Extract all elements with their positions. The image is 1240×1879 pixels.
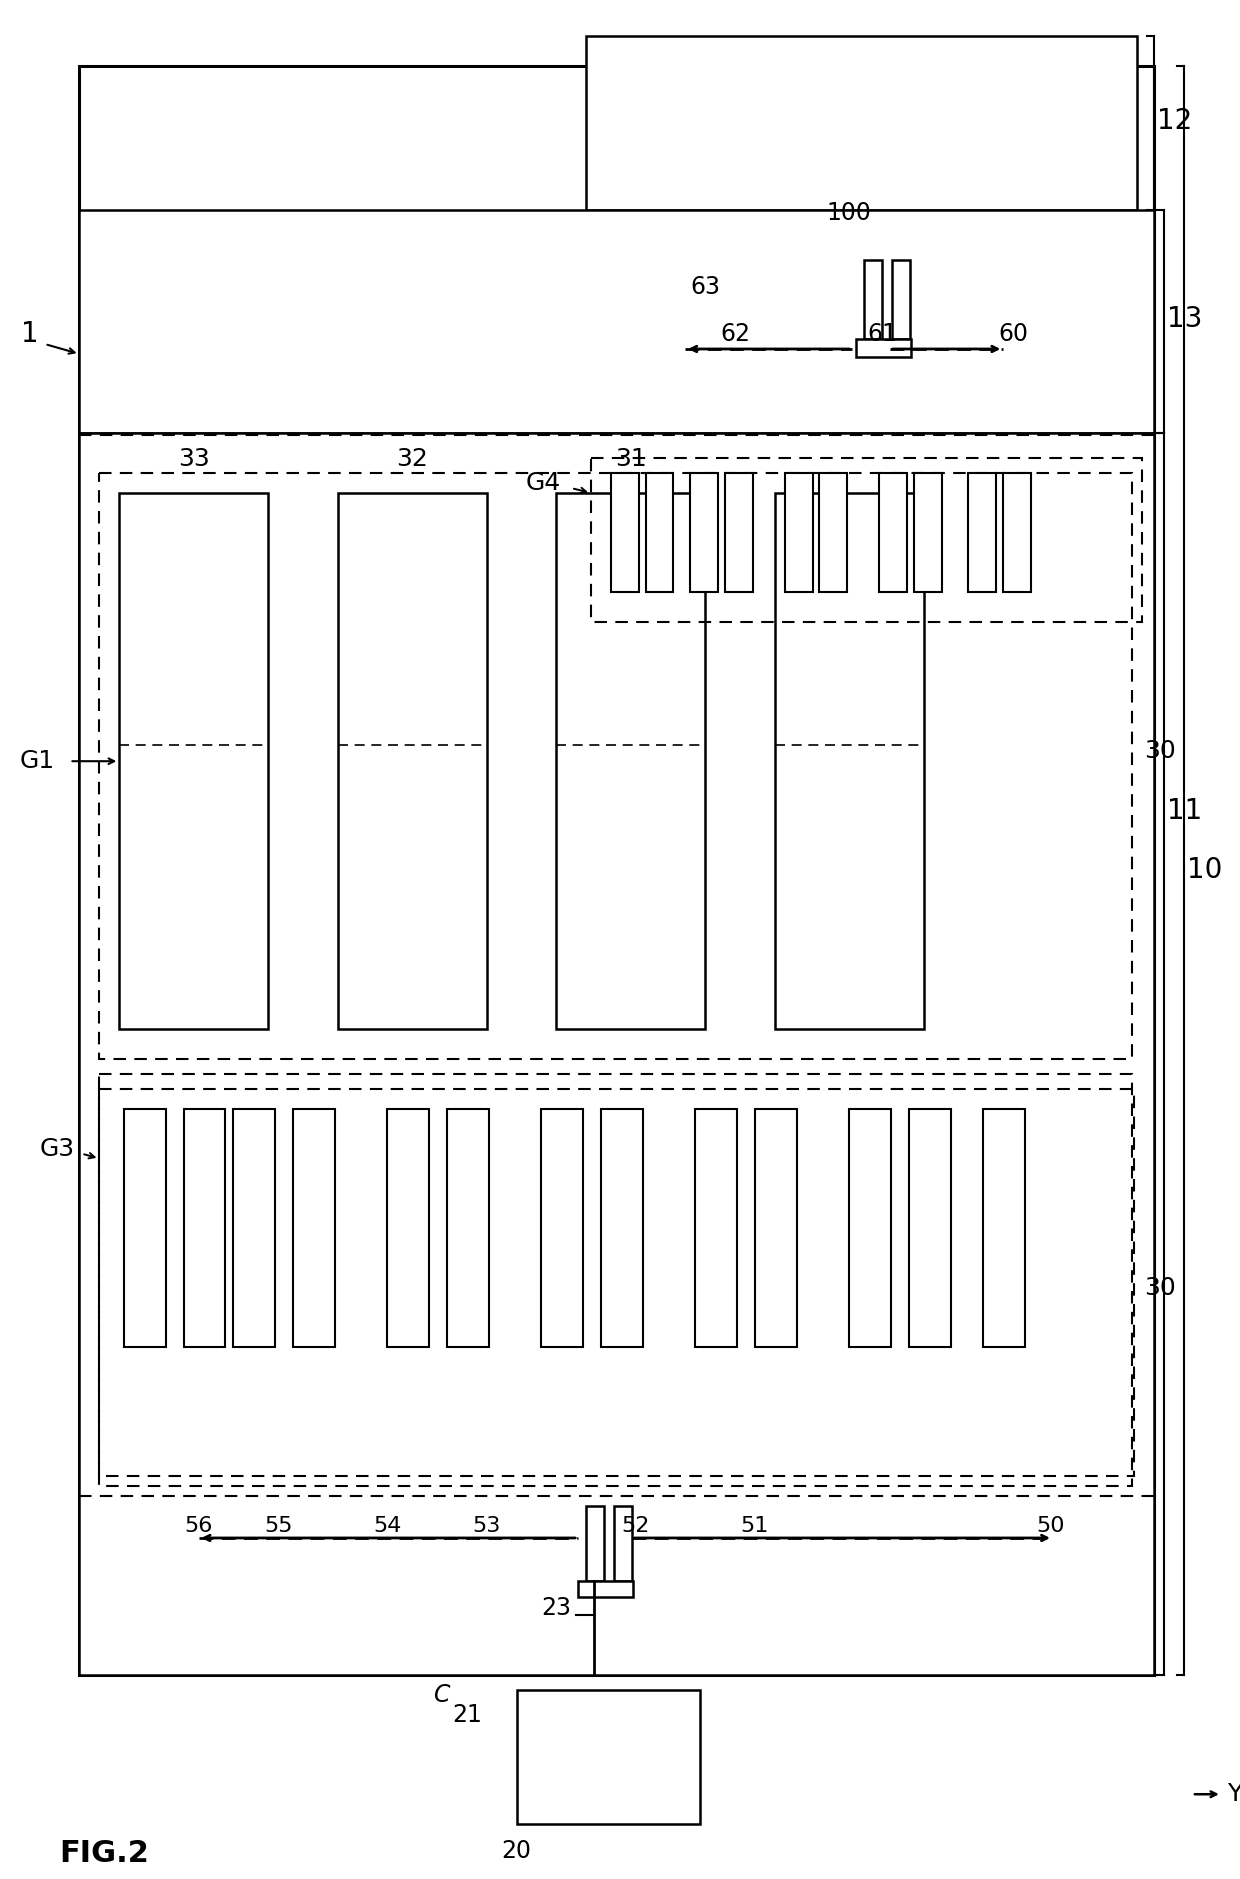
Text: 10: 10 [1187, 857, 1223, 885]
Bar [99, 1075, 1132, 1486]
Text: 13: 13 [1167, 304, 1203, 333]
Text: 23: 23 [541, 1595, 572, 1620]
Bar [614, 1507, 631, 1580]
Text: Y: Y [1226, 1783, 1240, 1806]
Text: 63: 63 [691, 276, 720, 299]
Bar [517, 1689, 701, 1825]
Bar [691, 474, 718, 592]
Text: G1: G1 [20, 750, 55, 772]
Bar [578, 1580, 632, 1597]
Bar [820, 474, 847, 592]
Bar [775, 492, 924, 1030]
Text: 55: 55 [264, 1516, 293, 1537]
Text: 62: 62 [720, 321, 750, 346]
Bar [968, 474, 996, 592]
Bar [909, 1109, 951, 1347]
Bar [646, 474, 673, 592]
Text: 12: 12 [1157, 107, 1193, 135]
Text: C: C [434, 1684, 450, 1706]
Text: 20: 20 [501, 1840, 532, 1862]
Bar [587, 36, 1137, 210]
Text: FIG.2: FIG.2 [60, 1840, 150, 1868]
Bar [892, 259, 910, 338]
Text: 1: 1 [21, 319, 38, 348]
Bar [119, 492, 268, 1030]
Text: 61: 61 [867, 321, 897, 346]
Text: 50: 50 [1037, 1516, 1065, 1537]
Bar [184, 1109, 226, 1347]
Text: 21: 21 [451, 1702, 482, 1727]
Text: 51: 51 [740, 1516, 769, 1537]
Bar [879, 474, 906, 592]
Bar [849, 1109, 892, 1347]
Text: 30: 30 [1145, 738, 1176, 763]
Bar [983, 1109, 1025, 1347]
Text: 33: 33 [177, 447, 210, 472]
Bar [79, 210, 1154, 434]
Bar [587, 1507, 604, 1580]
Text: 52: 52 [621, 1516, 650, 1537]
Bar [725, 474, 753, 592]
Bar [601, 1109, 642, 1347]
Bar [755, 1109, 796, 1347]
Bar [857, 338, 911, 357]
Bar [914, 474, 941, 592]
Bar [446, 1109, 489, 1347]
Bar [591, 458, 1142, 622]
Text: 11: 11 [1167, 797, 1203, 825]
Bar [293, 1109, 335, 1347]
Text: 53: 53 [472, 1516, 501, 1537]
Bar [79, 434, 1154, 1674]
Bar [99, 1090, 1135, 1477]
Text: G3: G3 [40, 1137, 74, 1161]
Bar [785, 474, 812, 592]
Bar [542, 1109, 583, 1347]
Bar [124, 1109, 166, 1347]
Text: 54: 54 [373, 1516, 402, 1537]
Bar [337, 492, 487, 1030]
Text: 31: 31 [615, 447, 646, 472]
Bar [79, 66, 1154, 1674]
Bar [99, 474, 1132, 1060]
Bar [233, 1109, 275, 1347]
Bar [1003, 474, 1030, 592]
Bar [611, 474, 639, 592]
Text: 56: 56 [185, 1516, 213, 1537]
Text: 30: 30 [1145, 1276, 1176, 1300]
Bar [557, 492, 706, 1030]
Text: G4: G4 [526, 472, 562, 494]
Bar [387, 1109, 429, 1347]
Text: 32: 32 [397, 447, 428, 472]
Bar [696, 1109, 737, 1347]
Bar [864, 259, 882, 338]
Text: 100: 100 [827, 201, 872, 225]
Text: 60: 60 [998, 321, 1028, 346]
